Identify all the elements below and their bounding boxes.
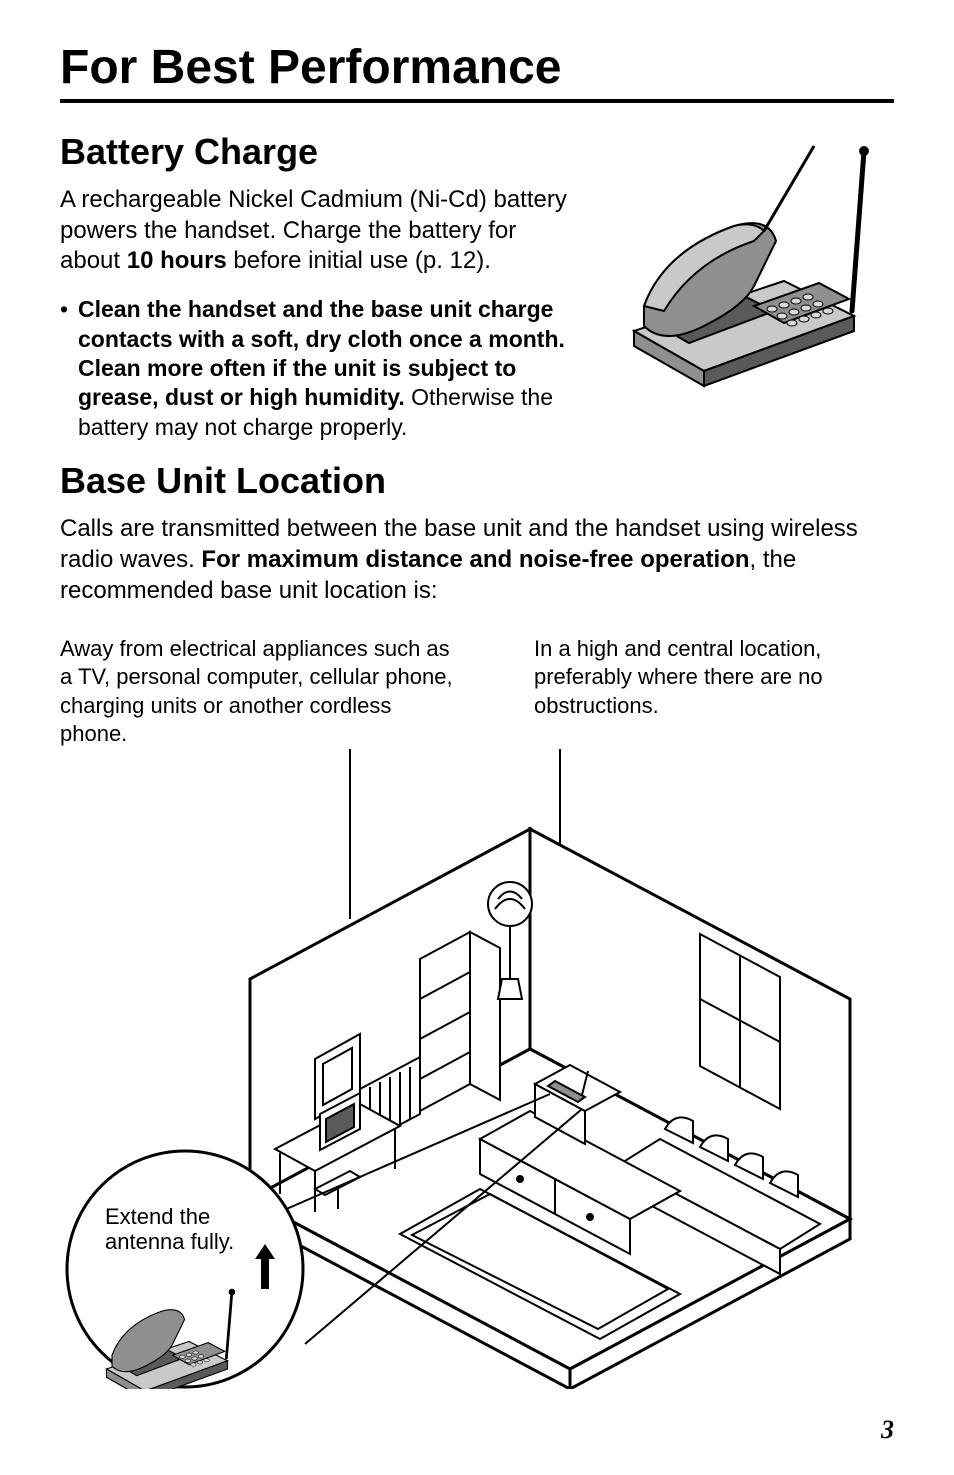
page-number: 3 [881, 1415, 894, 1445]
heading-base-unit-location: Base Unit Location [60, 460, 894, 502]
battery-text-column: Battery Charge A rechargeable Nickel Cad… [60, 131, 580, 460]
inset-label-line1: Extend the [105, 1204, 210, 1229]
battery-para-bold: 10 hours [127, 247, 227, 274]
callout-left: Away from electrical appliances such as … [60, 635, 460, 749]
callout-row: Away from electrical appliances such as … [60, 635, 894, 749]
heading-battery-charge: Battery Charge [60, 131, 580, 173]
title-rule [60, 99, 894, 103]
callout-right: In a high and central location, preferab… [534, 635, 894, 749]
battery-bullet: •Clean the handset and the base unit cha… [60, 295, 580, 442]
page-title: For Best Performance [60, 40, 894, 95]
phone-illustration [604, 131, 894, 391]
page: For Best Performance Battery Charge A re… [0, 0, 954, 1475]
bookshelf [420, 932, 500, 1111]
base-unit-paragraph: Calls are transmitted between the base u… [60, 514, 880, 606]
room-diagram: Extend the antenna fully. [60, 749, 894, 1389]
bullet-dot: • [60, 295, 78, 324]
section-battery-charge: Battery Charge A rechargeable Nickel Cad… [60, 131, 894, 460]
inset-label-line2: antenna fully. [105, 1229, 234, 1254]
base-para-bold: For maximum distance and noise-free oper… [201, 546, 749, 573]
battery-paragraph: A rechargeable Nickel Cadmium (Ni-Cd) ba… [60, 185, 580, 277]
battery-para-tail: before initial use (p. 12). [227, 247, 491, 274]
